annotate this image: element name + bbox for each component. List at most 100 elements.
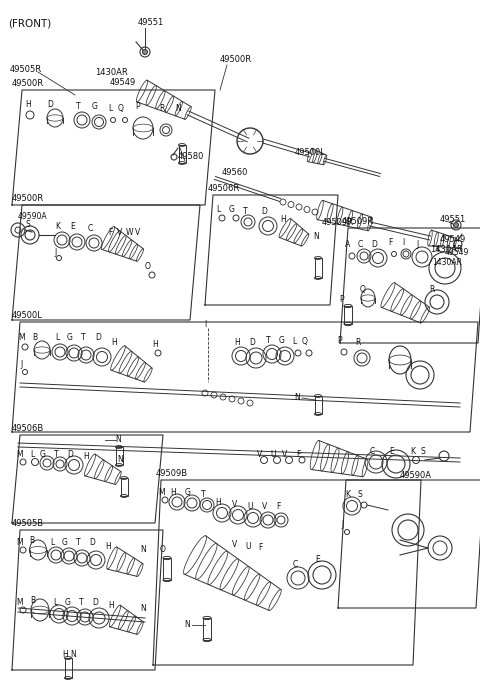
- Text: V: V: [232, 500, 238, 509]
- Text: M: M: [17, 538, 24, 547]
- Text: I: I: [402, 238, 404, 247]
- Text: N: N: [70, 650, 76, 659]
- Text: 49505R: 49505R: [10, 65, 42, 74]
- Text: D: D: [47, 100, 53, 109]
- Text: 49505B: 49505B: [12, 519, 44, 528]
- Text: T: T: [201, 490, 205, 499]
- Text: H: H: [105, 542, 111, 551]
- Text: T: T: [79, 598, 84, 607]
- Text: P: P: [338, 336, 342, 345]
- Text: E: E: [316, 555, 320, 564]
- Text: T: T: [81, 333, 85, 342]
- Text: 49500R: 49500R: [12, 194, 44, 203]
- Text: N: N: [140, 604, 146, 613]
- Text: 49509B: 49509B: [156, 469, 188, 478]
- Text: O: O: [160, 545, 166, 554]
- Bar: [344, 306, 352, 324]
- Text: G: G: [62, 538, 68, 547]
- Text: V: V: [257, 450, 263, 459]
- Text: N: N: [184, 620, 190, 629]
- Text: 49549: 49549: [445, 248, 469, 257]
- Text: B: B: [30, 596, 36, 605]
- Text: W: W: [125, 228, 133, 237]
- Text: C: C: [292, 560, 298, 569]
- Text: 49509R: 49509R: [342, 217, 374, 226]
- Text: K: K: [56, 222, 60, 231]
- Text: V: V: [282, 450, 288, 459]
- Bar: [314, 396, 322, 414]
- Text: 1430AR: 1430AR: [430, 245, 463, 254]
- Text: G: G: [279, 336, 285, 345]
- Text: H: H: [152, 340, 158, 349]
- Text: P: P: [136, 102, 140, 111]
- Text: V: V: [263, 502, 268, 511]
- Text: R: R: [355, 338, 360, 347]
- Text: D: D: [261, 207, 267, 216]
- Text: F: F: [296, 450, 300, 459]
- Text: U: U: [247, 502, 253, 511]
- Bar: [163, 558, 171, 580]
- Text: S: S: [358, 490, 362, 499]
- Bar: [203, 618, 211, 640]
- Text: L: L: [30, 450, 34, 459]
- Text: 1430AR: 1430AR: [432, 258, 462, 267]
- Text: A: A: [346, 240, 350, 249]
- Text: H: H: [62, 650, 68, 659]
- Text: S: S: [25, 220, 30, 229]
- Text: N: N: [115, 435, 121, 444]
- Text: N: N: [175, 104, 181, 113]
- Text: U: U: [245, 542, 251, 551]
- Text: D: D: [371, 240, 377, 249]
- Text: 49500L: 49500L: [295, 148, 326, 157]
- Text: 49549: 49549: [440, 235, 466, 244]
- Text: L: L: [55, 333, 59, 342]
- Text: I: I: [204, 320, 206, 329]
- Text: E: E: [71, 222, 75, 231]
- Text: G: G: [65, 598, 71, 607]
- Text: J: J: [417, 240, 419, 249]
- Text: L: L: [50, 538, 54, 547]
- Text: U: U: [270, 450, 276, 459]
- Text: G: G: [185, 488, 191, 497]
- Text: 49500L: 49500L: [12, 311, 43, 320]
- Text: F: F: [108, 228, 112, 237]
- Text: 49590A: 49590A: [18, 212, 48, 221]
- Text: L: L: [216, 205, 220, 214]
- Bar: [179, 145, 185, 163]
- Text: M: M: [19, 333, 25, 342]
- Bar: [120, 478, 128, 496]
- Text: 49551: 49551: [440, 215, 466, 224]
- Text: H: H: [111, 338, 117, 347]
- Text: G: G: [67, 333, 73, 342]
- Text: 49551: 49551: [138, 18, 164, 27]
- Text: 49560: 49560: [222, 168, 248, 177]
- Text: H: H: [234, 338, 240, 347]
- Text: M: M: [159, 488, 165, 497]
- Text: C: C: [87, 224, 93, 233]
- Text: N: N: [294, 393, 300, 402]
- Text: R: R: [429, 285, 435, 294]
- Text: M: M: [17, 450, 24, 459]
- Text: C: C: [370, 447, 374, 456]
- Text: 49580: 49580: [178, 152, 204, 161]
- Text: R: R: [159, 104, 165, 113]
- Text: L: L: [108, 104, 112, 113]
- Circle shape: [454, 222, 458, 228]
- Text: K: K: [346, 490, 350, 499]
- Text: O: O: [145, 262, 151, 271]
- Text: D: D: [249, 338, 255, 347]
- Text: 49509R: 49509R: [322, 218, 354, 227]
- Text: 49506R: 49506R: [208, 184, 240, 193]
- Text: 1430AR: 1430AR: [95, 68, 128, 77]
- Text: V: V: [135, 228, 141, 237]
- Text: F: F: [388, 238, 392, 247]
- Text: N: N: [117, 455, 123, 464]
- Text: H: H: [108, 601, 114, 610]
- Text: G: G: [229, 205, 235, 214]
- Text: J: J: [55, 248, 57, 257]
- Text: 49506B: 49506B: [12, 424, 44, 433]
- Text: T: T: [266, 336, 270, 345]
- Text: G: G: [40, 450, 46, 459]
- Text: 49500R: 49500R: [220, 55, 252, 64]
- Text: Q: Q: [302, 337, 308, 346]
